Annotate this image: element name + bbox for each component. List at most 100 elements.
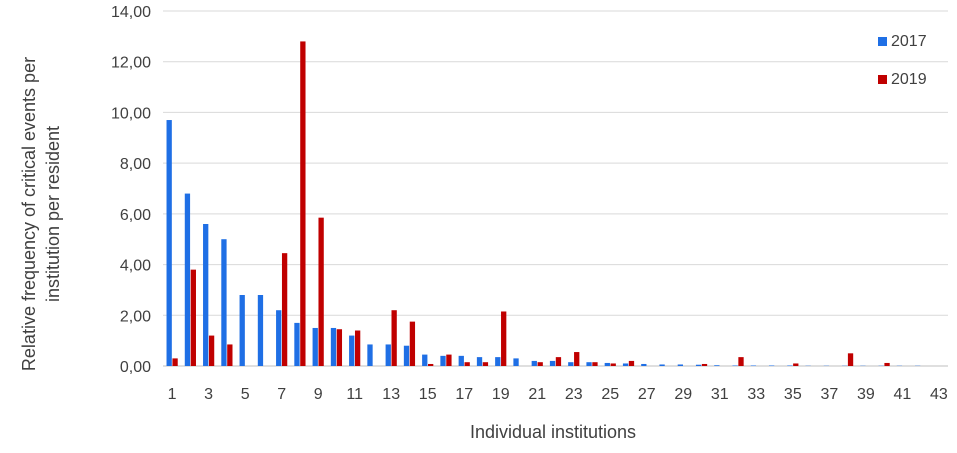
x-tick-label: 13: [382, 386, 400, 403]
legend-swatch-2017: [878, 37, 887, 46]
x-tick-label: 11: [346, 386, 363, 403]
bar-2019-18: [483, 362, 488, 366]
bar-2017-15: [422, 355, 427, 366]
x-axis-label: Individual institutions: [470, 422, 636, 442]
x-tick-label: 43: [930, 386, 948, 403]
bar-2017-23: [568, 362, 573, 366]
x-tick-label: 7: [277, 386, 286, 403]
x-tick-label: 29: [674, 386, 692, 403]
bar-2017-25: [605, 363, 610, 366]
bar-2017-13: [386, 344, 391, 366]
bar-2019-23: [574, 352, 579, 366]
bar-2019-16: [446, 355, 451, 366]
bar-2017-17: [459, 356, 464, 366]
bar-2019-1: [172, 358, 177, 366]
bar-2017-30: [696, 365, 701, 366]
bar-2019-19: [501, 311, 506, 366]
bar-2017-9: [313, 328, 318, 366]
bar-2017-34: [769, 365, 774, 366]
x-tick-label: 19: [492, 386, 510, 403]
bar-2019-38: [848, 353, 853, 366]
bar-2017-14: [404, 346, 409, 366]
bar-2017-6: [258, 295, 263, 366]
bar-2017-28: [659, 364, 664, 366]
bar-2019-22: [556, 357, 561, 366]
bar-2017-26: [623, 363, 628, 366]
bar-2017-22: [550, 361, 555, 366]
bar-2019-32: [738, 357, 743, 366]
bar-2017-20: [513, 358, 518, 366]
bars: [167, 41, 921, 366]
bar-2017-27: [641, 364, 646, 366]
bar-2019-30: [702, 364, 707, 366]
bar-2019-24: [592, 362, 597, 366]
bar-2019-14: [410, 322, 415, 366]
y-tick-label: 10,00: [111, 105, 151, 122]
bar-2017-32: [732, 365, 737, 366]
bar-2019-26: [629, 361, 634, 366]
bar-2017-29: [678, 364, 683, 366]
bar-2017-8: [294, 323, 299, 366]
bar-2019-7: [282, 253, 287, 366]
bar-2019-10: [337, 329, 342, 366]
bar-2017-4: [221, 239, 226, 366]
legend-label-2017: 2017: [891, 33, 927, 50]
bar-2017-12: [367, 344, 372, 366]
legend: 2017 2019: [878, 33, 927, 88]
x-tick-label: 33: [747, 386, 765, 403]
x-tick-label: 25: [601, 386, 619, 403]
x-tick-label: 1: [168, 386, 177, 403]
bar-2017-31: [714, 365, 719, 366]
bar-2017-11: [349, 336, 354, 366]
x-tick-label: 27: [638, 386, 656, 403]
x-tick-label: 15: [419, 386, 437, 403]
y-tick-label: 4,00: [120, 258, 151, 275]
bar-2019-35: [793, 363, 798, 366]
y-tick-label: 14,00: [111, 4, 151, 21]
x-tick-label: 31: [711, 386, 729, 403]
bar-2017-10: [331, 328, 336, 366]
x-tick-label: 37: [820, 386, 838, 403]
x-tick-label: 17: [455, 386, 473, 403]
x-tick-label: 3: [204, 386, 213, 403]
x-tick-label: 41: [893, 386, 911, 403]
y-axis-label-line-2: institution per resident: [43, 126, 63, 302]
bar-2019-8: [300, 41, 305, 366]
y-tick-label: 2,00: [120, 308, 151, 325]
y-tick-label: 0,00: [120, 359, 151, 376]
x-tick-label: 21: [528, 386, 546, 403]
bar-2017-2: [185, 194, 190, 366]
bar-2017-33: [751, 365, 756, 366]
bar-2017-24: [586, 362, 591, 366]
legend-label-2019: 2019: [891, 71, 927, 88]
bar-2017-1: [167, 120, 172, 366]
x-tick-label: 39: [857, 386, 875, 403]
bar-2019-25: [611, 363, 616, 366]
bar-2017-18: [477, 357, 482, 366]
bar-2019-15: [428, 364, 433, 366]
bar-2019-17: [465, 362, 470, 366]
bar-2017-3: [203, 224, 208, 366]
y-tick-label: 12,00: [111, 55, 151, 72]
bar-2019-11: [355, 331, 360, 367]
bar-2017-35: [787, 365, 792, 366]
bar-2017-5: [240, 295, 245, 366]
bar-2019-4: [227, 344, 232, 366]
bar-2017-19: [495, 357, 500, 366]
bar-2017-16: [440, 356, 445, 366]
x-tick-label: 35: [784, 386, 802, 403]
bar-2019-13: [391, 310, 396, 366]
x-tick-label: 5: [241, 386, 250, 403]
x-tick-label: 9: [314, 386, 323, 403]
y-axis-label-line-1: Relative frequency of critical events pe…: [19, 57, 39, 371]
bar-2019-3: [209, 336, 214, 366]
bar-2019-2: [191, 270, 196, 366]
bar-2019-9: [318, 218, 323, 366]
bar-2019-21: [538, 362, 543, 366]
bar-2017-21: [532, 361, 537, 366]
x-tick-label: 23: [565, 386, 583, 403]
y-tick-label: 6,00: [120, 207, 151, 224]
